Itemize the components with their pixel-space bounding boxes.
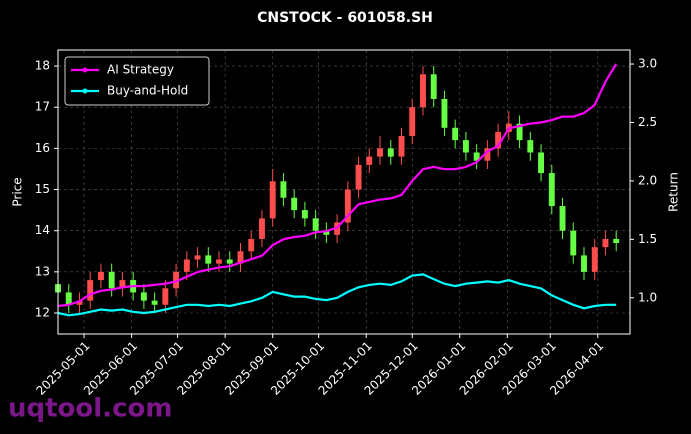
candle-body — [366, 156, 373, 165]
series-line — [57, 273, 617, 317]
candle-body — [65, 292, 72, 305]
candle-body — [312, 218, 319, 231]
y-tick-label: 13 — [35, 264, 50, 278]
candle-body — [602, 238, 609, 248]
candle-body — [344, 189, 351, 223]
legend-label: Buy-and-Hold — [107, 84, 188, 98]
candle-body — [377, 148, 383, 157]
candle-body — [226, 259, 233, 264]
candle-body — [301, 210, 308, 219]
candle-body — [237, 251, 244, 264]
candle-body — [462, 140, 469, 153]
candle-body — [151, 300, 158, 305]
candle-body — [538, 152, 545, 174]
chart-title: CNSTOCK - 601058.SH — [257, 10, 433, 26]
candle-body — [323, 230, 330, 235]
series-line — [57, 63, 618, 308]
candle-body — [613, 238, 620, 244]
y2-axis-label: Return — [667, 172, 681, 212]
candle-body — [409, 107, 416, 137]
candle-body — [119, 280, 126, 289]
candle-body — [216, 259, 222, 264]
y2-tick-label: 2.0 — [638, 173, 657, 187]
candle-body — [581, 255, 587, 272]
candle-body — [473, 152, 480, 161]
candle-body — [548, 173, 555, 206]
y2-tick-label: 2.5 — [638, 115, 657, 129]
y2-tick-label: 1.0 — [638, 290, 657, 304]
candle-body — [355, 164, 362, 190]
y-tick-label: 15 — [35, 182, 50, 196]
y-tick-label: 18 — [35, 59, 50, 73]
candle-body — [248, 238, 255, 252]
watermark: uqtool.com — [8, 394, 172, 424]
y2-tick-label: 1.5 — [638, 232, 657, 246]
candle-body — [173, 271, 180, 289]
candle-body — [269, 181, 276, 219]
candle-body — [259, 218, 265, 239]
y-tick-label: 17 — [35, 100, 50, 114]
candle-body — [87, 280, 94, 301]
candle-body — [398, 136, 405, 157]
y-tick-label: 16 — [35, 141, 50, 155]
candle-body — [183, 259, 190, 272]
candle-body — [484, 148, 491, 161]
candle-body — [559, 205, 566, 231]
candle-body — [570, 230, 577, 256]
candle-body — [108, 271, 115, 289]
candle-body — [387, 148, 394, 157]
candle-body — [591, 247, 598, 272]
candle-body — [162, 288, 169, 305]
legend-box — [64, 56, 210, 106]
candle-body — [430, 74, 437, 99]
candle-body — [76, 300, 83, 305]
candle-body — [97, 271, 104, 281]
y-axis-label: Price — [11, 177, 25, 206]
candle-body — [140, 292, 147, 301]
legend-marker — [82, 88, 88, 94]
candle-body — [280, 181, 287, 198]
y-tick-label: 12 — [35, 306, 50, 320]
candle-body — [516, 123, 523, 141]
candle-body — [205, 255, 212, 264]
candle-body — [452, 127, 459, 141]
legend-label: AI Strategy — [107, 63, 174, 77]
candle-body — [527, 140, 534, 153]
candle-body — [495, 131, 502, 149]
legend-marker — [82, 67, 88, 73]
plot-frame — [57, 49, 631, 335]
candle-body — [441, 98, 448, 128]
candle-body — [291, 197, 298, 211]
y2-tick-label: 3.0 — [638, 57, 657, 71]
candle-body — [420, 74, 426, 108]
candle-body — [194, 255, 201, 260]
y-tick-label: 14 — [35, 223, 50, 237]
